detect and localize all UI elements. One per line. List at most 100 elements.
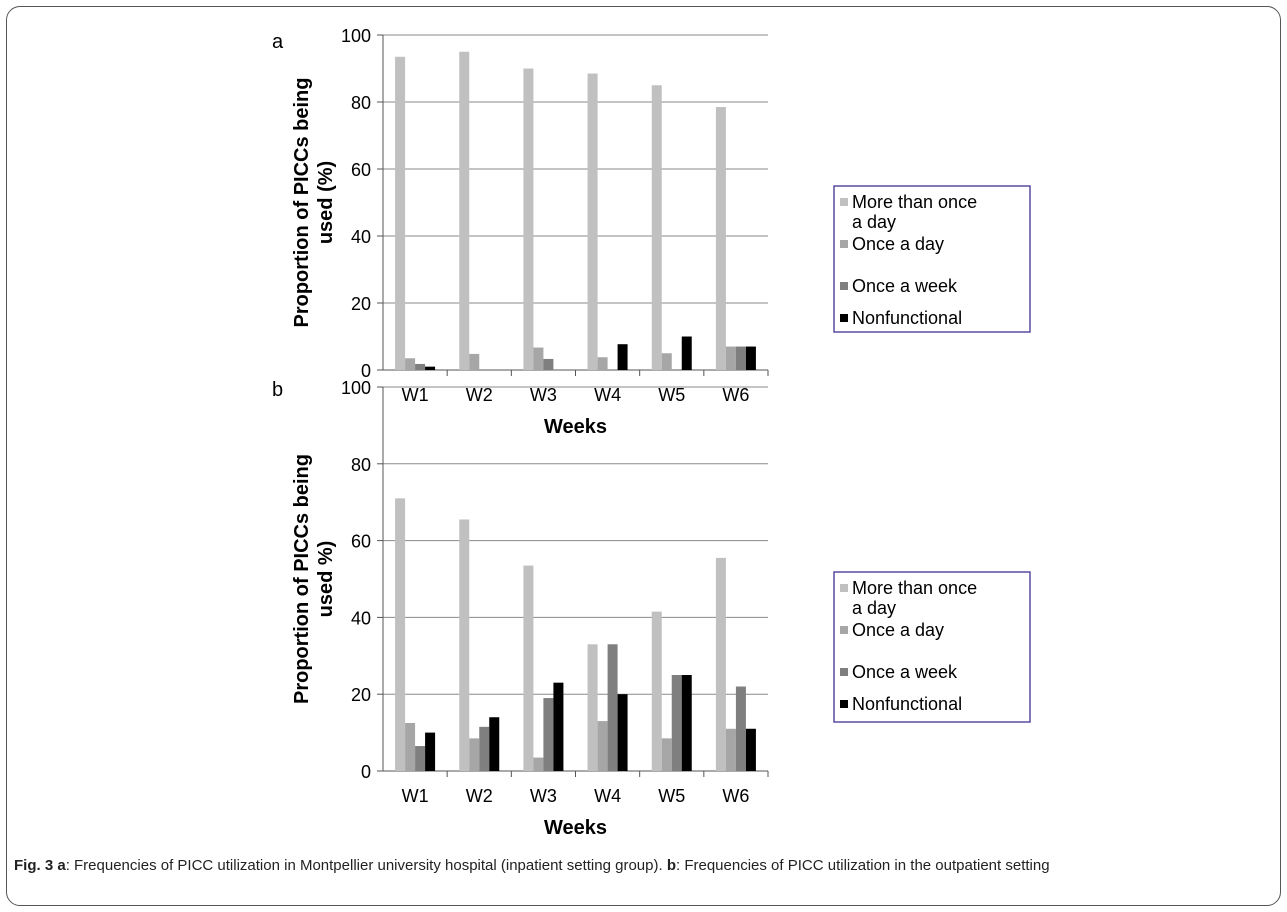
bar — [523, 68, 534, 370]
bar — [533, 347, 544, 370]
x-tick-label: W4 — [594, 786, 621, 806]
x-axis-label: Weeks — [544, 416, 607, 438]
x-tick-label: W5 — [658, 385, 685, 405]
legend-box — [833, 185, 1031, 333]
x-tick-label: W3 — [530, 786, 557, 806]
bar — [651, 85, 662, 370]
bar — [597, 721, 608, 771]
legend-swatch — [840, 198, 848, 206]
bar — [651, 611, 662, 771]
legend-label: Once a day — [852, 620, 944, 640]
bar — [415, 746, 426, 771]
bar — [715, 107, 726, 371]
y-axis-label: Proportion of PICCs being used (%) — [291, 78, 337, 328]
x-tick-label: W2 — [466, 385, 493, 405]
bar — [395, 498, 406, 771]
y-axis-label: Proportion of PICCs being used %) — [291, 454, 337, 704]
panel-label: a — [272, 31, 284, 53]
bar — [735, 346, 746, 370]
legend-swatch — [840, 668, 848, 676]
y-tick-label: 40 — [351, 227, 371, 247]
legend-swatch — [840, 282, 848, 290]
bar — [587, 644, 598, 771]
bar — [661, 738, 672, 771]
bar — [459, 51, 470, 370]
bar — [587, 73, 598, 371]
bar — [415, 363, 426, 370]
x-tick-label: W1 — [402, 385, 429, 405]
figure-charts: a 0 20 40 60 80 100 W1 W2 W3 W4 W5 W6 Weeks Proportion… — [272, 26, 1031, 839]
bar — [597, 357, 608, 370]
legend-label-line2: a day — [852, 598, 896, 618]
y-tick-label: 20 — [351, 294, 371, 314]
bar — [425, 366, 436, 370]
bar — [661, 353, 672, 370]
y-tick-label: 40 — [351, 608, 371, 628]
legend-label: Once a week — [852, 276, 958, 296]
bar — [543, 358, 554, 370]
bar — [617, 694, 628, 771]
bar — [459, 519, 470, 771]
legend-swatch — [840, 314, 848, 322]
caption-fig-label: Fig. 3 — [14, 857, 54, 874]
y-tick-label: 60 — [351, 532, 371, 552]
legend-box — [833, 571, 1031, 723]
figure-caption: Fig. 3 a: Frequencies of PICC utilizatio… — [14, 855, 1269, 876]
legend-label: Nonfunctional — [852, 694, 962, 714]
y-tick-label: 0 — [361, 762, 371, 782]
y-axis-label-line1: Proportion of PICCs being — [291, 78, 313, 328]
legend-label: Once a week — [852, 662, 958, 682]
bar — [425, 732, 436, 771]
y-tick-label: 0 — [361, 361, 371, 381]
x-tick-label: W5 — [658, 786, 685, 806]
bar — [715, 557, 726, 771]
y-tick-label: 100 — [341, 26, 371, 46]
bar — [681, 675, 692, 771]
bar — [735, 686, 746, 771]
bar — [523, 565, 534, 771]
x-tick-label: W6 — [722, 786, 749, 806]
x-axis-label: Weeks — [544, 817, 607, 839]
y-tick-label: 60 — [351, 160, 371, 180]
panel-label: b — [272, 379, 283, 401]
bar — [725, 346, 736, 370]
bar — [745, 346, 756, 370]
x-tick-label: W4 — [594, 385, 621, 405]
bar — [725, 728, 736, 771]
x-tick-label: W1 — [402, 786, 429, 806]
bar — [671, 675, 682, 771]
legend-swatch — [840, 700, 848, 708]
y-tick-label: 80 — [351, 93, 371, 113]
y-axis-label-line2: used %) — [315, 541, 337, 618]
x-tick-label: W2 — [466, 786, 493, 806]
legend-label: More than once — [852, 578, 977, 598]
bar — [395, 56, 406, 371]
y-axis-label-line2: used (%) — [315, 161, 337, 244]
x-tick-label: W6 — [722, 385, 749, 405]
bar — [469, 738, 480, 771]
x-tick-label: W3 — [530, 385, 557, 405]
y-tick-label: 20 — [351, 685, 371, 705]
chart-panel-b: b 0 20 40 60 80 100 W1 W2 W3 W4 W5 W6 Weeks Proportion… — [272, 378, 1031, 839]
bar — [607, 644, 618, 771]
figure-frame — [6, 6, 1281, 906]
caption-part-b-text: : Frequencies of PICC utilization in the… — [676, 857, 1050, 874]
bar — [469, 353, 480, 370]
legend-swatch — [840, 626, 848, 634]
bar — [489, 717, 500, 771]
bar — [553, 682, 564, 771]
legend-swatch — [840, 584, 848, 592]
bar — [745, 728, 756, 771]
caption-part-a-text: : Frequencies of PICC utilization in Mon… — [65, 857, 667, 874]
legend-label-line2: a day — [852, 212, 896, 232]
bar — [405, 358, 416, 370]
y-tick-label: 80 — [351, 455, 371, 475]
bar — [681, 336, 692, 370]
legend-swatch — [840, 240, 848, 248]
bar — [405, 723, 416, 771]
y-axis-label-line1: Proportion of PICCs being — [291, 454, 313, 704]
y-tick-label: 100 — [341, 378, 371, 398]
caption-part-a-label: a — [57, 857, 66, 874]
